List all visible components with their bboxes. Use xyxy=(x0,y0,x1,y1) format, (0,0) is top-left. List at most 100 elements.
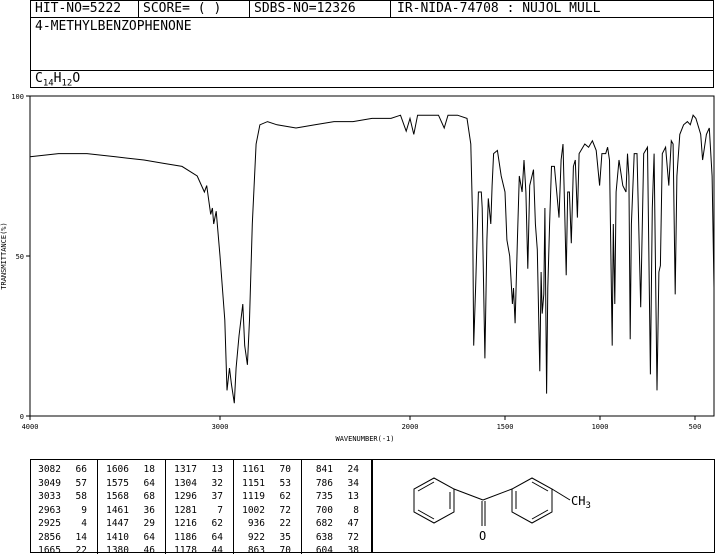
header-divider xyxy=(249,1,250,18)
peak-transmittance: 47 xyxy=(347,518,359,529)
peak-wavenumber: 1380 xyxy=(106,545,129,556)
peak-table-column: 3082 66 3049 57 3033 58 2963 9 2925 4 2856 14 1665 22 xyxy=(31,463,87,558)
column-divider xyxy=(97,460,98,554)
peak-wavenumber: 2925 xyxy=(38,518,61,529)
peak-transmittance: 7 xyxy=(217,504,223,516)
peak-transmittance: 37 xyxy=(211,491,223,502)
x-tick-label: 2000 xyxy=(402,423,419,431)
compound-name: 4-METHYLBENZOPHENONE xyxy=(35,19,192,34)
peak-transmittance: 14 xyxy=(75,531,87,543)
peak-wavenumber: 1568 xyxy=(106,491,129,502)
spectrum-line xyxy=(29,114,715,404)
header-bar: HIT-NO=5222 SCORE= ( ) SDBS-NO=12326 IR-… xyxy=(30,0,714,18)
x-axis-label: WAVENUMBER(-1) xyxy=(335,435,394,443)
peak-transmittance: 64 xyxy=(143,531,155,543)
x-tick-label: 4000 xyxy=(22,423,39,431)
sdbs-number: SDBS-NO=12326 xyxy=(254,1,356,16)
header-divider xyxy=(138,1,139,18)
x-tick-label: 3000 xyxy=(212,423,229,431)
peak-row: 1151 53 xyxy=(235,477,291,491)
peak-row: 2925 4 xyxy=(31,517,87,531)
peak-transmittance: 62 xyxy=(211,518,223,529)
peak-transmittance: 64 xyxy=(211,531,223,543)
peak-transmittance: 29 xyxy=(143,518,155,529)
peak-wavenumber: 1186 xyxy=(174,531,197,543)
peak-wavenumber: 735 xyxy=(315,491,333,502)
peak-wavenumber: 1002 xyxy=(242,504,265,516)
peak-row: 1410 64 xyxy=(99,531,155,545)
peak-wavenumber: 1606 xyxy=(106,464,129,475)
peak-wavenumber: 1119 xyxy=(242,491,265,502)
methyl-group: CH3 xyxy=(571,494,591,511)
peak-row: 2963 9 xyxy=(31,504,87,518)
peak-row: 604 38 xyxy=(303,544,359,558)
structure-box: O CH3 xyxy=(372,459,715,553)
x-tick-label: 1000 xyxy=(592,423,609,431)
x-tick-label: 1500 xyxy=(497,423,514,431)
peak-wavenumber: 1665 xyxy=(38,545,61,556)
hit-number: HIT-NO=5222 xyxy=(35,1,122,16)
peak-wavenumber: 1216 xyxy=(174,518,197,529)
peak-transmittance: 62 xyxy=(279,491,291,502)
peak-row: 841 24 xyxy=(303,463,359,477)
peak-transmittance: 8 xyxy=(353,504,359,516)
peak-table-column: 841 24 786 34 735 13 700 8 682 47 638 72 604 38 xyxy=(303,463,359,558)
peak-transmittance: 38 xyxy=(347,545,359,556)
peak-wavenumber: 922 xyxy=(247,531,265,543)
peak-wavenumber: 1447 xyxy=(106,518,129,529)
peak-wavenumber: 1178 xyxy=(174,545,197,556)
peak-row: 682 47 xyxy=(303,517,359,531)
peak-row: 936 22 xyxy=(235,517,291,531)
peak-row: 1216 62 xyxy=(167,517,223,531)
y-axis-label: TRANSMITTANCE(%) xyxy=(0,222,8,289)
peak-transmittance: 22 xyxy=(75,545,87,556)
carbonyl-oxygen: O xyxy=(479,529,486,543)
peak-row: 1575 64 xyxy=(99,477,155,491)
peak-row: 3082 66 xyxy=(31,463,87,477)
peak-transmittance: 44 xyxy=(211,545,223,556)
peak-wavenumber: 3082 xyxy=(38,464,61,475)
peak-wavenumber: 700 xyxy=(315,504,333,516)
peak-row: 1568 68 xyxy=(99,490,155,504)
x-tick-label: 500 xyxy=(689,423,702,431)
peak-row: 1178 44 xyxy=(167,544,223,558)
peak-row: 1447 29 xyxy=(99,517,155,531)
peak-transmittance: 53 xyxy=(279,477,291,489)
peak-row: 638 72 xyxy=(303,531,359,545)
carbonyl-group xyxy=(453,488,513,526)
y-tick-label: 100 xyxy=(11,93,24,101)
peak-wavenumber: 1410 xyxy=(106,531,129,543)
peak-transmittance: 9 xyxy=(81,504,87,516)
peak-transmittance: 4 xyxy=(81,518,87,529)
peak-row: 1304 32 xyxy=(167,477,223,491)
peak-wavenumber: 863 xyxy=(247,545,265,556)
peak-row: 1161 70 xyxy=(235,463,291,477)
peak-transmittance: 70 xyxy=(279,464,291,475)
peak-transmittance: 35 xyxy=(279,531,291,543)
peak-wavenumber: 638 xyxy=(315,531,333,543)
chemical-structure: O CH3 xyxy=(413,477,591,543)
peak-wavenumber: 1281 xyxy=(174,504,197,516)
peak-row: 1317 13 xyxy=(167,463,223,477)
peak-transmittance: 13 xyxy=(347,491,359,502)
peak-wavenumber: 604 xyxy=(315,545,333,556)
peak-wavenumber: 786 xyxy=(315,477,333,489)
y-tick-label: 0 xyxy=(20,413,24,421)
peak-wavenumber: 682 xyxy=(315,518,333,529)
peak-wavenumber: 936 xyxy=(247,518,265,529)
benzene-ring-left xyxy=(413,477,455,524)
peak-table-column: 1161 70 1151 53 1119 62 1002 72 936 22 922 35 863 70 xyxy=(235,463,291,558)
peak-wavenumber: 1304 xyxy=(174,477,197,489)
peak-transmittance: 24 xyxy=(347,464,359,475)
peak-transmittance: 46 xyxy=(143,545,155,556)
y-tick-label: 50 xyxy=(16,253,24,261)
ir-spectrum-chart: 4000 3000 2000 1500 1000 500 0 50 100 WAVENUMBER… xyxy=(0,93,715,443)
peak-row: 1186 64 xyxy=(167,531,223,545)
column-divider xyxy=(301,460,302,554)
peak-wavenumber: 1317 xyxy=(174,464,197,475)
benzene-ring-right xyxy=(511,477,571,524)
column-divider xyxy=(233,460,234,554)
peak-wavenumber: 1151 xyxy=(242,477,265,489)
header-divider xyxy=(390,1,391,18)
peak-table-box: 3082 66 3049 57 3033 58 2963 9 2925 4 2856 14 1665 22… xyxy=(30,459,372,556)
